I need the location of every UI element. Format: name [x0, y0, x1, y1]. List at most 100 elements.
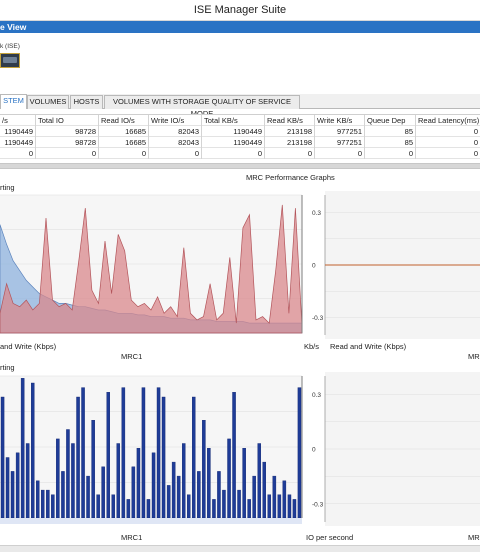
- bar: [297, 387, 302, 519]
- column-header[interactable]: Write KB/s: [315, 115, 365, 126]
- bar: [282, 480, 287, 519]
- performance-table: /s Total IO Read IO/s Write IO/s Total K…: [0, 114, 480, 160]
- chart-unit-label: Kb/s: [304, 342, 320, 351]
- bar: [86, 475, 90, 519]
- bar: [46, 489, 50, 519]
- table-cell: 82043: [149, 126, 202, 137]
- table-cell: 1190449: [0, 137, 36, 148]
- table-cell: 0: [202, 148, 265, 159]
- bar: [15, 452, 20, 519]
- read-write-line-chart: 0.3 0 -0.3: [312, 195, 480, 335]
- bar: [56, 438, 60, 519]
- bar: [287, 494, 292, 519]
- bar: [181, 443, 186, 519]
- tab-hosts[interactable]: HOSTS: [70, 95, 103, 109]
- column-header[interactable]: Write IO/s: [149, 115, 202, 126]
- bar: [116, 443, 120, 519]
- chart-xlabel: Read and Write (Kbps): [330, 342, 407, 351]
- bar: [186, 494, 191, 519]
- bar-shadow-strip: [0, 518, 302, 524]
- column-header[interactable]: Read KB/s: [265, 115, 315, 126]
- series-area-read: [0, 204, 303, 334]
- iops-bar-chart: [0, 375, 303, 524]
- view-header-bar: e View: [0, 21, 480, 33]
- column-header[interactable]: /s: [0, 115, 36, 126]
- y-tick-label: 0.3: [312, 210, 321, 217]
- table-cell: 0: [0, 148, 36, 159]
- table-cell: 0: [265, 148, 315, 159]
- bar: [76, 396, 80, 519]
- bar: [267, 494, 272, 519]
- table-cell: 16685: [99, 137, 149, 148]
- table-cell: 98728: [36, 126, 99, 137]
- bar: [237, 489, 241, 519]
- tab-strip: STEM VOLUMES HOSTS VOLUMES WITH STORAGE …: [0, 94, 480, 118]
- bar: [292, 499, 297, 519]
- read-write-area-chart: [0, 194, 303, 334]
- bar: [257, 443, 262, 519]
- column-header[interactable]: Total KB/s: [202, 115, 265, 126]
- chart-title: rting: [0, 183, 15, 192]
- y-tick-label: 0: [312, 447, 316, 454]
- bar: [106, 392, 110, 519]
- bar: [212, 499, 216, 519]
- iops-line-chart: 0.3 0 -0.3: [312, 376, 480, 522]
- y-tick-label: 0.3: [312, 392, 321, 399]
- bar: [41, 489, 45, 519]
- table-cell: 1190449: [202, 137, 265, 148]
- table-row[interactable]: 0 0 0 0 0 0 0 0 0: [0, 148, 480, 159]
- bar: [71, 443, 75, 519]
- chart-series-label: MRC1: [121, 352, 143, 361]
- bar: [156, 387, 161, 519]
- horizontal-scrollbar[interactable]: [0, 545, 480, 552]
- tab-system[interactable]: STEM: [0, 94, 27, 109]
- bar: [161, 396, 166, 519]
- column-header[interactable]: Read IO/s: [99, 115, 149, 126]
- y-tick-label: 0: [312, 263, 316, 270]
- column-header[interactable]: Read Latency(ms): [418, 116, 480, 125]
- bar: [36, 480, 40, 519]
- mrc-graphs-heading: MRC Performance Graphs: [246, 173, 335, 182]
- bar: [227, 438, 231, 519]
- bar: [81, 387, 85, 519]
- table-cell: 0: [315, 148, 365, 159]
- column-header[interactable]: Total IO: [36, 115, 99, 126]
- table-cell: 1190449: [0, 126, 36, 137]
- view-title: e View: [0, 22, 27, 32]
- table-cell: 85: [365, 137, 416, 148]
- bar: [136, 447, 141, 519]
- bar: [262, 461, 267, 519]
- chart-series-label: MRC: [468, 533, 480, 542]
- table-cell: 1190449: [202, 126, 265, 137]
- table-cell: 0: [149, 148, 202, 159]
- bar: [191, 396, 196, 519]
- table-cell: 0: [473, 149, 478, 158]
- bar: [207, 447, 211, 519]
- table-cell: 0: [365, 148, 416, 159]
- table-row[interactable]: 1190449 98728 16685 82043 1190449 213198…: [0, 137, 480, 148]
- bar: [101, 466, 105, 519]
- column-header[interactable]: Queue Dep: [365, 115, 416, 126]
- table-cell: 82043: [149, 137, 202, 148]
- bar: [10, 471, 15, 519]
- window-titlebar: ISE Manager Suite: [0, 0, 480, 21]
- bar: [51, 494, 55, 519]
- table-header-row: /s Total IO Read IO/s Write IO/s Total K…: [0, 115, 480, 126]
- splitter-bar[interactable]: [0, 163, 480, 169]
- y-tick-label: -0.3: [312, 501, 324, 508]
- bar: [247, 499, 251, 519]
- chart-xlabel: IO per second: [306, 533, 354, 542]
- table-row[interactable]: 1190449 98728 16685 82043 1190449 213198…: [0, 126, 480, 137]
- bar: [121, 387, 126, 519]
- chart-series-label: MRC1: [121, 533, 143, 542]
- bar: [96, 494, 100, 519]
- bar: [151, 452, 156, 519]
- table-cell: 98728: [36, 137, 99, 148]
- tab-volumes-qos[interactable]: VOLUMES WITH STORAGE QUALITY OF SERVICE …: [104, 95, 300, 118]
- tab-volumes[interactable]: VOLUMES: [27, 95, 69, 109]
- bar: [126, 499, 131, 519]
- table-cell: 977251: [315, 126, 365, 137]
- table-cell: 0: [473, 138, 478, 147]
- chart-title: rting: [0, 363, 15, 372]
- storage-system-icon[interactable]: [0, 53, 20, 68]
